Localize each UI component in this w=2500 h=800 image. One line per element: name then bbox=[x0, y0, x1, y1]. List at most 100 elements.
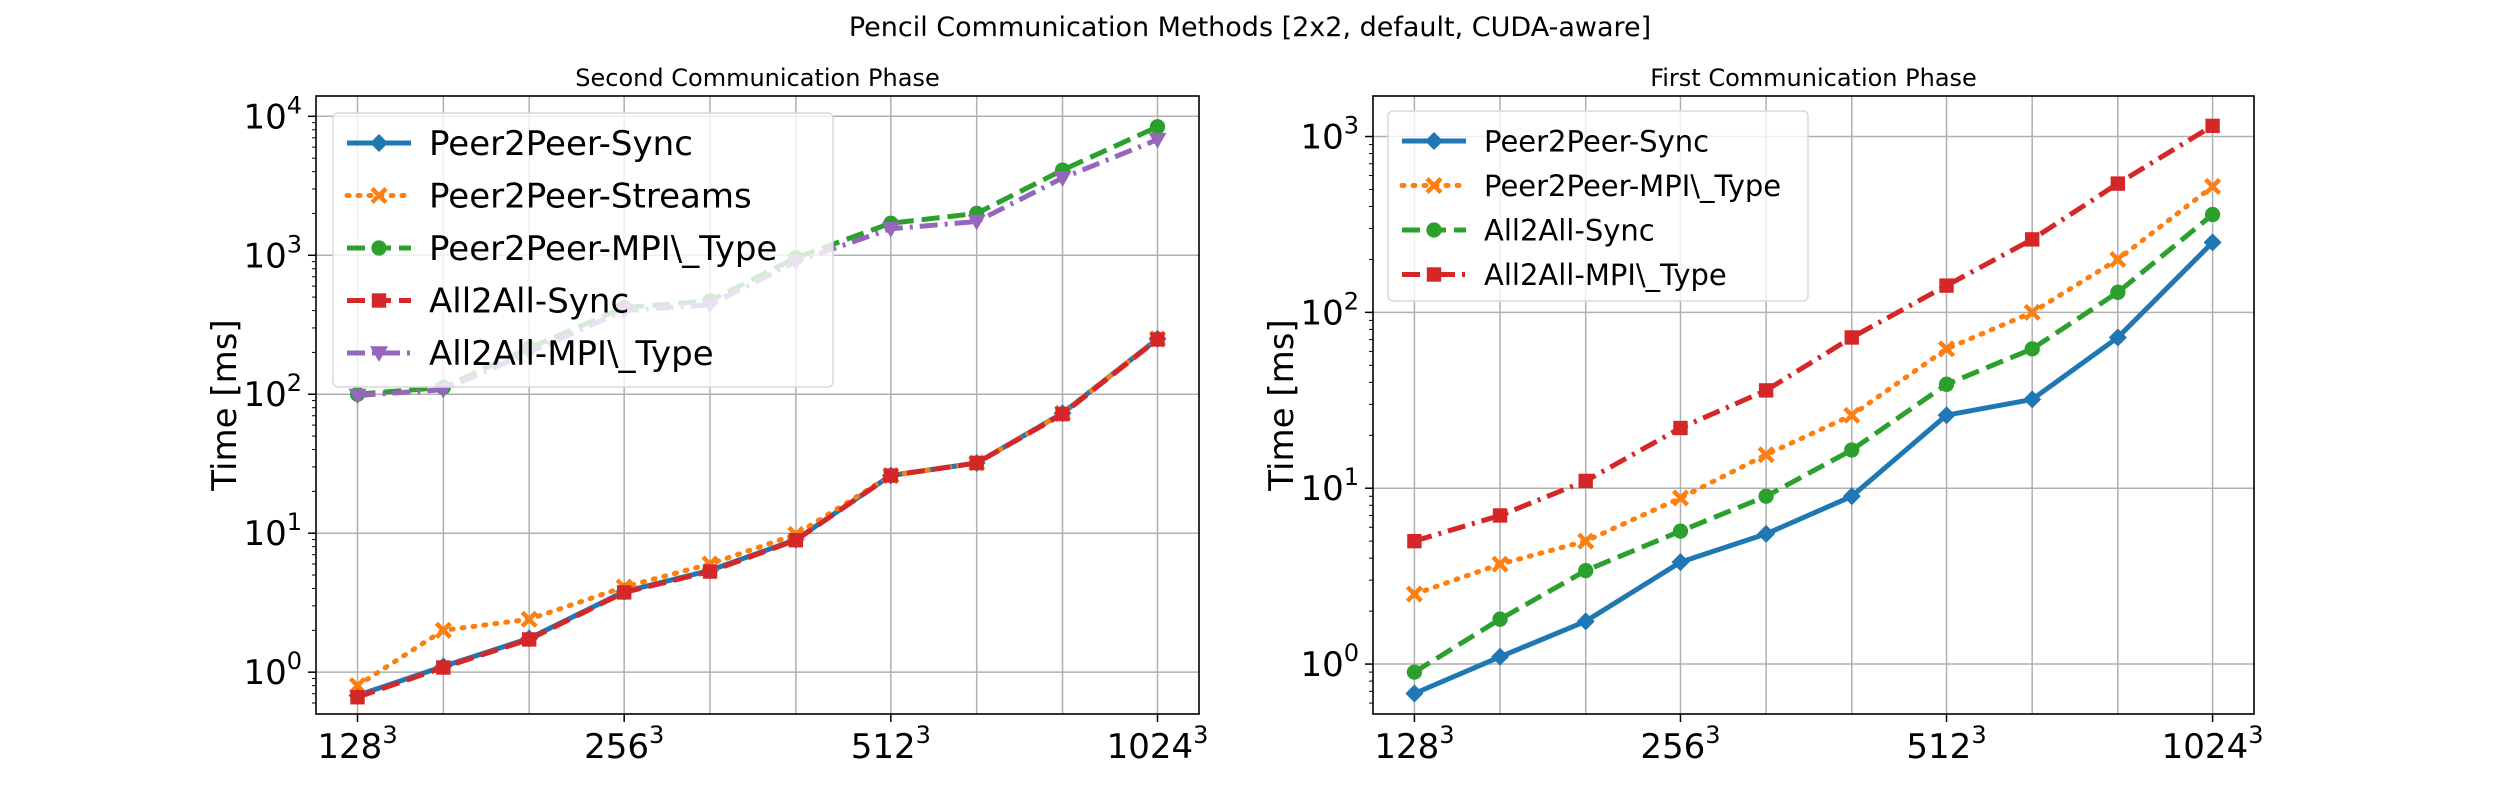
data-point bbox=[883, 468, 899, 483]
legend-swatch-marker bbox=[1426, 222, 1442, 238]
data-point bbox=[1055, 406, 1070, 422]
x-tick-label: 10243 bbox=[2162, 721, 2264, 767]
x-tick-label: 5123 bbox=[851, 721, 931, 767]
subplot-title: Second Communication Phase bbox=[575, 64, 939, 92]
data-point bbox=[1844, 442, 1860, 458]
legend-entry: All2All-MPI\_Type bbox=[347, 334, 714, 374]
data-point bbox=[1150, 332, 1165, 347]
data-point bbox=[788, 533, 804, 548]
series-3 bbox=[1407, 118, 2220, 549]
data-point bbox=[967, 214, 986, 231]
legend-swatch-marker bbox=[1425, 132, 1443, 150]
series-1 bbox=[1405, 177, 2222, 603]
y-axis-label: Time [ms] bbox=[205, 319, 245, 491]
data-point bbox=[1578, 473, 1593, 489]
y-tick-label: 103 bbox=[1300, 112, 1359, 158]
data-point bbox=[434, 621, 452, 639]
legend-entry: Peer2Peer-Streams bbox=[344, 177, 752, 217]
x-tick-label: 1283 bbox=[1374, 721, 1454, 767]
data-point bbox=[1672, 523, 1689, 539]
series-2 bbox=[1406, 206, 2221, 680]
data-point bbox=[2109, 250, 2127, 268]
legend-box bbox=[1387, 110, 1809, 302]
data-point bbox=[1149, 119, 1166, 135]
legend-label: Peer2Peer-MPI\_Type bbox=[429, 229, 777, 269]
x-tick-label: 2563 bbox=[584, 721, 664, 767]
x-tick-label: 2563 bbox=[1640, 721, 1720, 767]
data-point bbox=[1491, 555, 1509, 573]
y-tick-label: 102 bbox=[243, 369, 302, 415]
data-point bbox=[2204, 206, 2221, 223]
legend-box bbox=[332, 112, 834, 388]
data-point bbox=[1406, 664, 1423, 680]
data-point bbox=[1492, 611, 1508, 627]
data-point bbox=[1578, 562, 1594, 579]
y-tick-label: 102 bbox=[1300, 287, 1359, 333]
data-point bbox=[2108, 328, 2127, 347]
data-point bbox=[969, 455, 984, 471]
data-point bbox=[2110, 176, 2126, 191]
series-line bbox=[1413, 240, 2215, 696]
data-point bbox=[520, 610, 538, 628]
data-point bbox=[1844, 330, 1859, 345]
data-point bbox=[1937, 406, 1956, 425]
data-point bbox=[1843, 406, 1861, 424]
data-point bbox=[881, 222, 900, 238]
axes-frame bbox=[315, 95, 1200, 715]
left-chart-panel: 100 101 102 103 104 1283 2563 5123 10243 Second C… bbox=[205, 64, 1208, 767]
axes-frame bbox=[1372, 95, 2255, 715]
data-point bbox=[2204, 177, 2222, 196]
data-point bbox=[1148, 132, 1167, 149]
y-tick-label: 101 bbox=[1300, 463, 1359, 509]
data-point bbox=[1937, 340, 1956, 358]
legend-swatch-marker bbox=[1426, 267, 1442, 282]
legend-entry: All2All-MPI\_Type bbox=[1402, 258, 1727, 292]
data-point bbox=[2110, 284, 2126, 300]
series-line bbox=[356, 336, 1160, 698]
data-point bbox=[1405, 585, 1423, 603]
figure-title: Pencil Communication Methods [2x2, defau… bbox=[848, 12, 1652, 43]
data-point bbox=[2023, 390, 2042, 409]
data-point bbox=[1492, 508, 1508, 523]
legend-entry: All2All-Sync bbox=[1402, 213, 1655, 247]
legend-entry: Peer2Peer-MPI\_Type bbox=[1399, 169, 1781, 203]
legend-entry: Peer2Peer-Sync bbox=[347, 124, 693, 164]
series-3 bbox=[350, 332, 1165, 705]
legend-label: All2All-MPI\_Type bbox=[429, 334, 714, 374]
legend-label: Peer2Peer-Sync bbox=[1484, 124, 1709, 158]
legend-swatch-marker bbox=[370, 346, 388, 362]
y-tick-label: 100 bbox=[243, 647, 302, 693]
legend-label: All2All-MPI\_Type bbox=[1484, 258, 1727, 292]
series-line bbox=[355, 336, 1160, 689]
series-line bbox=[1411, 184, 2216, 597]
data-point bbox=[2205, 118, 2220, 134]
data-point bbox=[1491, 647, 1510, 666]
legend-label: Peer2Peer-Streams bbox=[429, 177, 752, 217]
legend: Peer2Peer-Sync Peer2Peer-Streams Peer2Peer… bbox=[332, 112, 834, 388]
data-point bbox=[350, 690, 365, 705]
data-point bbox=[1405, 684, 1424, 703]
data-point bbox=[1842, 487, 1861, 506]
data-point bbox=[1757, 446, 1775, 464]
legend-label: Peer2Peer-MPI\_Type bbox=[1484, 169, 1781, 203]
y-tick-label: 103 bbox=[243, 230, 302, 276]
y-tick-label: 100 bbox=[1300, 639, 1359, 685]
data-point bbox=[702, 564, 718, 579]
legend-swatch-marker bbox=[370, 186, 388, 205]
data-point bbox=[1758, 488, 1774, 504]
series-0 bbox=[1405, 233, 2222, 703]
data-point bbox=[1757, 524, 1776, 543]
legend-swatch-marker bbox=[371, 293, 387, 308]
legend-label: All2All-Sync bbox=[429, 282, 629, 322]
data-point bbox=[2203, 233, 2222, 252]
data-point bbox=[1577, 532, 1595, 550]
y-tick-label: 104 bbox=[243, 91, 302, 137]
legend-entry: Peer2Peer-Sync bbox=[1402, 124, 1709, 158]
data-point bbox=[1407, 533, 1422, 549]
data-point bbox=[348, 388, 367, 405]
legend-swatch-marker bbox=[1425, 176, 1443, 195]
data-point bbox=[521, 632, 537, 647]
data-point bbox=[2024, 232, 2040, 247]
legend-swatch-marker bbox=[370, 134, 388, 152]
